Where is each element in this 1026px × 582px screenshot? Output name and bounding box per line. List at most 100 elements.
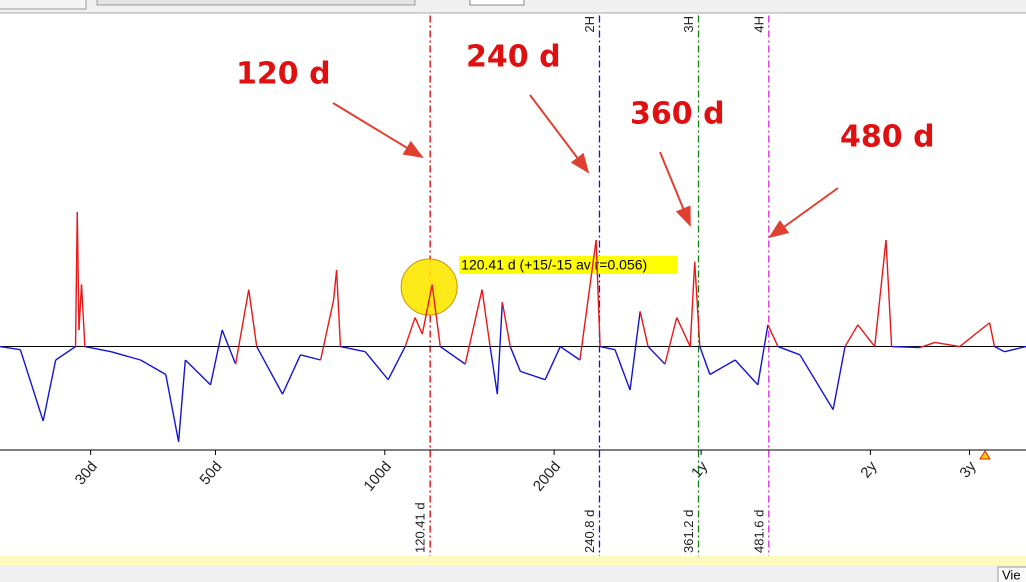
spectrum-segment [177, 359, 187, 442]
annotation: 360 d [630, 97, 725, 132]
spectrum-segment [184, 359, 212, 386]
spectrum-segment [699, 346, 711, 375]
x-tick-label: 50d [196, 458, 225, 488]
view-button-label[interactable]: Vie [1002, 567, 1021, 582]
spectrum-segment [464, 289, 483, 365]
spectrum-segment [676, 317, 691, 347]
toolbar-input[interactable] [469, 0, 525, 6]
spectrum-segment [42, 359, 57, 422]
spectrum-segment [55, 345, 76, 361]
spectrum-segment [767, 324, 779, 347]
spectrum-segment [414, 317, 423, 335]
toolbar-slider[interactable] [96, 0, 416, 6]
spectrum-segment [857, 324, 876, 347]
spectrum-segment [84, 345, 112, 353]
spectrum-segment [110, 351, 141, 361]
annotation: 480 d [840, 120, 935, 155]
cycle-label: 240.8 d [582, 510, 597, 553]
spectrum-segment [614, 349, 631, 391]
x-tick-label: 100d [360, 458, 394, 494]
spectrum-segment [520, 370, 546, 381]
spectrum-segment [874, 239, 887, 347]
spectrum-segment [221, 329, 237, 365]
x-tick-label: 3y [956, 458, 980, 481]
spectrum-segment [959, 322, 991, 348]
marker-triangle [979, 450, 991, 460]
spectrum-segment [256, 346, 284, 395]
spectrum-segment [709, 359, 736, 376]
tooltip: 120.41 d (+15/-15 av r=0.056) [461, 257, 647, 273]
spectrum-segment [300, 354, 321, 361]
spectrum-segment [80, 284, 86, 347]
x-tick-label: 2y [857, 458, 881, 481]
spectrum-segment [0, 345, 21, 351]
spectrum-segment [885, 239, 893, 347]
spectrum-segment [76, 212, 80, 331]
spectrum-segment [234, 289, 250, 365]
spectrum-segment [340, 345, 366, 353]
spectrum-segment [319, 299, 335, 361]
toolbar-button[interactable] [0, 0, 87, 10]
spectrum-segment [364, 351, 389, 381]
annotation-arrow [659, 151, 691, 227]
highlight [400, 258, 458, 316]
spectrum-segment [140, 359, 167, 376]
spectrum-segment [19, 349, 44, 422]
spectrum-segment [599, 345, 616, 351]
annotation: 240 d [466, 40, 561, 75]
tooltip-box [459, 256, 678, 274]
spectrum-segment [832, 346, 846, 410]
spectrum-segment [165, 374, 180, 442]
status-strip [0, 556, 1026, 565]
spectrum-segment [248, 289, 258, 347]
spectrum-segment [934, 341, 960, 348]
spectrum-segment [78, 284, 83, 331]
spectrum-segment [734, 359, 759, 386]
annotation: 120 d [236, 57, 331, 92]
spectrum-segment [694, 261, 701, 347]
spectrum-segment [496, 302, 504, 395]
spectrum-segment [844, 324, 859, 347]
spectrum-segment [404, 317, 416, 347]
spectrum-segment [387, 346, 406, 380]
spectrum-segment [335, 269, 342, 347]
harmonic-label: 4H [751, 16, 766, 33]
spectrum-segment [1004, 345, 1026, 353]
cycle-label: 120.41 d [413, 502, 428, 553]
spectrum-segment [489, 346, 499, 395]
spectrum-segment [579, 239, 597, 361]
spectrum-segment [891, 345, 920, 349]
spectrum-segment [209, 329, 223, 385]
annotation-arrow [529, 94, 590, 174]
spectrum-segment [439, 345, 466, 365]
spectrum-segment [559, 345, 581, 361]
view-button[interactable] [997, 566, 1026, 582]
spectrum-segment [481, 289, 491, 347]
x-tick-label: 200d [530, 458, 564, 494]
spectrum-segment [664, 317, 678, 365]
x-tick-label: 1y [688, 458, 712, 481]
x-tick-label: 30d [72, 458, 101, 488]
cycle-label: 481.6 d [751, 510, 766, 553]
spectrum-segment [689, 261, 696, 347]
spectrum-segment [799, 354, 834, 411]
spectrum-segment [501, 301, 511, 347]
spectrum-segment [647, 346, 666, 365]
spectrum-segment [509, 346, 522, 372]
harmonic-label: 2H [582, 16, 597, 33]
spectrum-segment [431, 284, 441, 347]
spectrum-segment [988, 322, 996, 347]
spectrum-segment [919, 341, 936, 349]
spectrum-segment [544, 346, 561, 380]
spectrum-segment [595, 239, 601, 347]
harmonic-label: 3H [681, 16, 696, 33]
spectrum-segment [777, 345, 801, 356]
spectrum-segment [281, 354, 302, 395]
status-bar [0, 565, 1026, 582]
cycle-label: 361.2 d [681, 510, 696, 553]
annotation-arrow [332, 102, 424, 159]
spectrum-segment [332, 269, 338, 301]
annotation-arrow [768, 187, 839, 239]
